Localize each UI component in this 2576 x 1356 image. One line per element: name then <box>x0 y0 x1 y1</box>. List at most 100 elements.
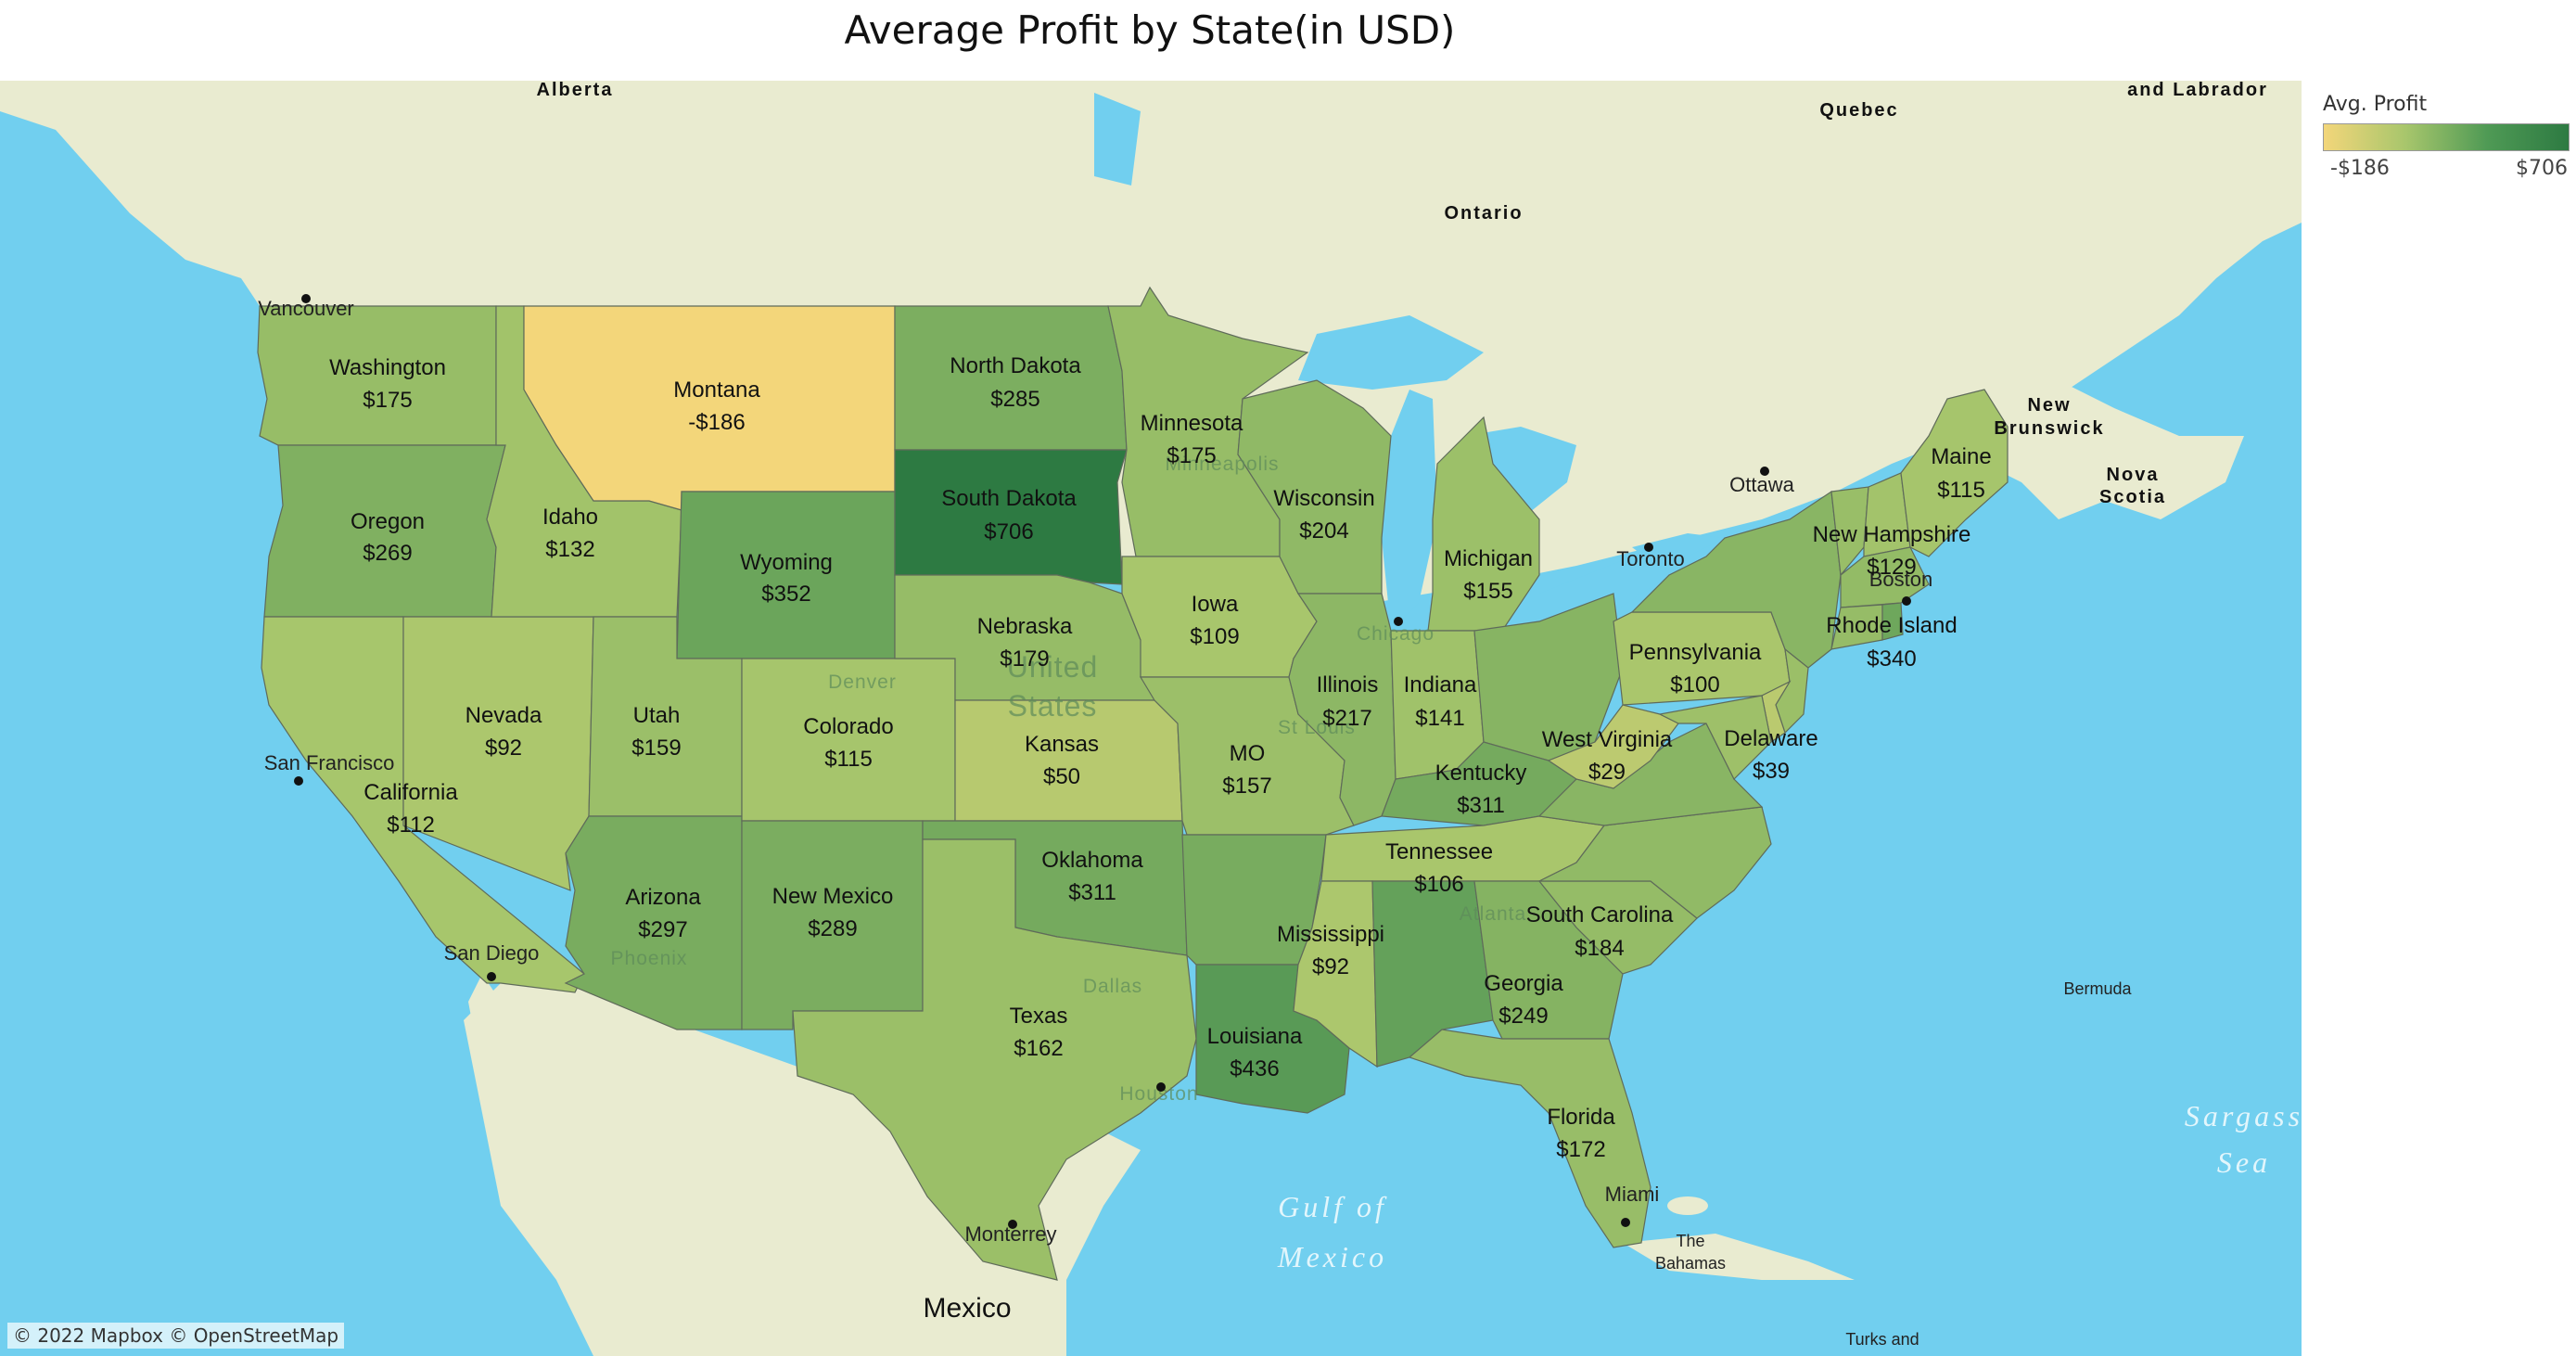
state-iowa[interactable] <box>1121 556 1318 678</box>
state-value-tennessee: $106 <box>1414 872 1463 897</box>
state-value-indiana: $141 <box>1415 706 1464 731</box>
label-quebec: Quebec <box>1819 100 1898 121</box>
state-label-kansas: Kansas <box>1025 732 1099 757</box>
state-value-nebraska: $179 <box>1000 646 1049 672</box>
state-value-missouri: $157 <box>1222 774 1271 799</box>
state-maine[interactable] <box>1900 389 2009 557</box>
state-california[interactable] <box>261 616 585 993</box>
state-value-kansas: $50 <box>1043 764 1080 789</box>
state-label-montana: Montana <box>673 377 760 403</box>
state-montana[interactable] <box>523 305 896 511</box>
map-place-labels: Alberta Quebec and Labrador Ontario New … <box>258 81 2300 1349</box>
state-value-kentucky: $311 <box>1457 793 1505 818</box>
label-labrador: and Labrador <box>2127 81 2268 100</box>
state-maryland[interactable] <box>1658 695 1772 781</box>
state-value-wyoming: $352 <box>761 582 810 607</box>
state-label-colorado: Colorado <box>803 714 893 739</box>
legend-max-label: $706 <box>2516 157 2568 180</box>
state-label-texas: Texas <box>1010 1004 1068 1029</box>
state-label-new-mexico: New Mexico <box>772 884 894 909</box>
state-florida[interactable] <box>1408 1029 1651 1248</box>
label-bermuda: Bermuda <box>2063 979 2132 998</box>
color-legend[interactable]: Avg. Profit -$186 $706 <box>2323 93 2573 185</box>
label-bahamas-1: The <box>1676 1232 1704 1250</box>
state-rhode-island[interactable] <box>1881 602 1904 641</box>
label-mexico: Mexico <box>923 1293 1011 1324</box>
label-chicago: Chicago <box>1357 623 1435 645</box>
label-ontario: Ontario <box>1444 203 1523 224</box>
label-minneapolis: Minneapolis <box>1165 454 1279 475</box>
state-value-michigan: $155 <box>1463 579 1512 604</box>
state-label-mississippi: Mississippi <box>1277 922 1384 947</box>
label-united-2: States <box>1008 689 1098 723</box>
state-label-louisiana: Louisiana <box>1207 1024 1303 1049</box>
state-label-indiana: Indiana <box>1404 672 1477 697</box>
state-value-georgia: $249 <box>1498 1004 1548 1029</box>
state-label-tennessee: Tennessee <box>1385 839 1493 864</box>
label-ottawa: Ottawa <box>1729 473 1794 496</box>
state-label-rhode-island: Rhode Island <box>1826 613 1957 638</box>
label-alberta: Alberta <box>537 81 614 100</box>
state-label-arizona: Arizona <box>625 885 701 910</box>
state-michigan[interactable] <box>1427 416 1540 632</box>
state-value-oklahoma: $311 <box>1068 880 1116 905</box>
state-label-oregon: Oregon <box>351 509 425 534</box>
state-label-south-carolina: South Carolina <box>1526 902 1674 927</box>
state-value-minnesota: $175 <box>1167 443 1216 468</box>
legend-title: Avg. Profit <box>2323 93 2428 116</box>
label-new-brunswick-2: Brunswick <box>1994 418 2104 439</box>
label-san-diego: San Diego <box>444 941 540 965</box>
label-united-1: United <box>1007 650 1099 684</box>
state-value-south-dakota: $706 <box>984 519 1033 544</box>
label-gulf-2: Mexico <box>1277 1240 1387 1273</box>
state-value-arizona: $297 <box>638 917 687 942</box>
state-value-florida: $172 <box>1556 1137 1605 1162</box>
state-value-louisiana: $436 <box>1230 1056 1279 1081</box>
state-value-south-carolina: $184 <box>1575 936 1624 961</box>
state-labels: Washington $175 Oregon $269 California $… <box>329 353 1992 1162</box>
label-nova-scotia-1: Nova <box>2107 465 2160 485</box>
state-label-california: California <box>363 780 458 805</box>
state-label-north-dakota: North Dakota <box>950 353 1081 378</box>
state-value-colorado: $115 <box>824 747 873 772</box>
state-shapes <box>257 286 2009 1281</box>
state-value-delaware: $39 <box>1753 759 1790 784</box>
city-dots <box>294 294 1911 1229</box>
state-label-nevada: Nevada <box>465 703 542 728</box>
state-texas[interactable] <box>792 838 1197 1281</box>
state-value-new-mexico: $289 <box>808 916 857 941</box>
state-value-montana: -$186 <box>688 410 745 435</box>
state-label-missouri: MO <box>1230 741 1266 766</box>
state-label-wisconsin: Wisconsin <box>1273 486 1374 511</box>
map-canvas[interactable]: Alberta Quebec and Labrador Ontario New … <box>0 81 2302 1356</box>
label-atlanta: Atlanta <box>1460 903 1526 925</box>
label-boston: Boston <box>1869 568 1933 591</box>
state-label-iowa: Iowa <box>1192 592 1239 617</box>
chart-title: Average Profit by State(in USD) <box>844 7 1456 53</box>
label-miami: Miami <box>1605 1183 1660 1206</box>
state-value-wisconsin: $204 <box>1299 518 1348 544</box>
state-label-new-hampshire: New Hampshire <box>1813 522 1971 547</box>
label-gulf-1: Gulf of <box>1278 1190 1387 1223</box>
label-st-louis: St Louis <box>1278 717 1356 738</box>
map-attribution[interactable]: © 2022 Mapbox © OpenStreetMap <box>7 1323 345 1349</box>
state-label-maine: Maine <box>1931 444 1991 469</box>
state-label-wyoming: Wyoming <box>740 550 833 575</box>
state-south-dakota[interactable] <box>894 449 1128 585</box>
state-label-nebraska: Nebraska <box>977 614 1073 639</box>
state-value-utah: $159 <box>631 736 681 761</box>
label-sargasso-2: Sea <box>2217 1145 2271 1179</box>
label-dallas: Dallas <box>1083 976 1142 997</box>
state-value-nevada: $92 <box>485 736 522 761</box>
state-value-pennsylvania: $100 <box>1670 672 1719 697</box>
state-value-washington: $175 <box>363 388 412 413</box>
state-label-idaho: Idaho <box>542 505 598 530</box>
label-denver: Denver <box>828 672 897 693</box>
state-label-south-dakota: South Dakota <box>941 486 1077 511</box>
state-label-florida: Florida <box>1547 1105 1615 1130</box>
label-turks: Turks and <box>1845 1330 1919 1349</box>
label-san-francisco: San Francisco <box>264 751 395 774</box>
label-nova-scotia-2: Scotia <box>2099 487 2166 507</box>
state-value-idaho: $132 <box>545 537 594 562</box>
state-wyoming[interactable] <box>676 491 896 659</box>
